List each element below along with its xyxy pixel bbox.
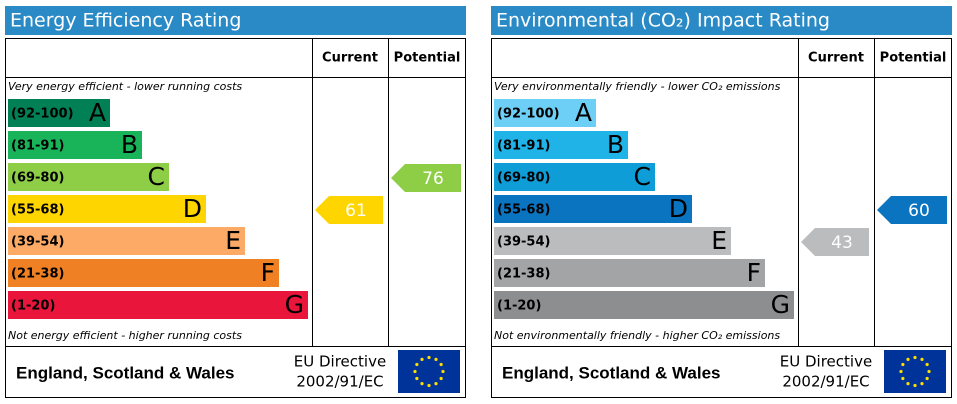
- bottom-note: Not environmentally friendly - higher CO…: [494, 329, 780, 342]
- band-letter: E: [225, 226, 241, 255]
- rating-band: [494, 291, 794, 319]
- eu-star: [420, 357, 424, 361]
- eu-star: [925, 362, 929, 367]
- column-header: Potential: [880, 51, 947, 66]
- band-range: (39-54): [11, 235, 64, 250]
- column-header: Current: [322, 51, 378, 66]
- rating-arrow: [877, 196, 947, 224]
- panel-title: Environmental (CO₂) Impact Rating: [496, 10, 830, 32]
- eu-star: [413, 369, 417, 374]
- eu-star: [899, 369, 903, 374]
- band-letter: B: [121, 130, 138, 159]
- footer-directive: 2002/91/EC: [296, 373, 383, 391]
- band-letter: D: [183, 194, 202, 223]
- eu-star: [434, 382, 438, 386]
- column-header: Current: [808, 51, 864, 66]
- eu-star: [439, 376, 443, 381]
- band-range: (81-91): [11, 139, 64, 154]
- band-range: (1-20): [11, 299, 55, 314]
- band-letter: G: [285, 290, 304, 319]
- title-bar: [491, 6, 952, 35]
- rating-value: 60: [908, 201, 930, 221]
- band-letter: F: [747, 258, 761, 287]
- rating-band: [8, 195, 206, 223]
- eu-star: [913, 383, 917, 388]
- band-range: (69-80): [11, 171, 64, 186]
- rating-value: 61: [345, 201, 367, 221]
- band-range: (92-100): [497, 107, 560, 122]
- top-note: Very energy efficient - lower running co…: [8, 80, 242, 93]
- eu-star: [420, 382, 424, 386]
- rating-arrow: [801, 228, 869, 256]
- band-range: (21-38): [11, 267, 64, 282]
- footer-region: England, Scotland & Wales: [502, 363, 721, 382]
- rating-value: 43: [831, 233, 853, 253]
- eu-star: [415, 362, 419, 367]
- rating-band: [494, 131, 628, 159]
- eu-star: [906, 382, 910, 386]
- eu-star: [901, 376, 905, 381]
- eu-star: [427, 383, 431, 388]
- column-header: Potential: [394, 51, 461, 66]
- rating-value: 76: [422, 169, 444, 189]
- band-letter: E: [711, 226, 727, 255]
- rating-band: [8, 131, 142, 159]
- eu-star: [906, 357, 910, 361]
- rating-band: [8, 227, 245, 255]
- eu-star: [441, 369, 445, 374]
- band-letter: C: [148, 162, 165, 191]
- panel-title: Energy Efficiency Rating: [10, 10, 241, 32]
- band-letter: G: [771, 290, 790, 319]
- bottom-note: Not energy efficient - higher running co…: [8, 329, 242, 342]
- rating-band: [494, 163, 655, 191]
- rating-band: [494, 227, 731, 255]
- rating-band: [8, 163, 169, 191]
- band-range: (21-38): [497, 267, 550, 282]
- band-range: (69-80): [497, 171, 550, 186]
- band-letter: F: [261, 258, 275, 287]
- band-range: (39-54): [497, 235, 550, 250]
- panel-frame: [491, 38, 952, 398]
- eu-star: [920, 382, 924, 386]
- eu-star: [925, 376, 929, 381]
- band-range: (55-68): [11, 203, 64, 218]
- eu-star: [920, 357, 924, 361]
- band-letter: D: [669, 194, 688, 223]
- footer-directive: EU Directive: [780, 353, 872, 371]
- eu-star: [434, 357, 438, 361]
- rating-band: [8, 259, 279, 287]
- band-letter: A: [89, 98, 106, 127]
- eu-star: [927, 369, 931, 374]
- panel-frame: [5, 38, 466, 398]
- rating-arrow: [315, 196, 383, 224]
- footer-directive: 2002/91/EC: [782, 373, 869, 391]
- rating-band: [8, 291, 308, 319]
- top-note: Very environmentally friendly - lower CO…: [494, 80, 781, 93]
- band-letter: A: [575, 98, 592, 127]
- eu-star: [913, 355, 917, 360]
- title-bar: [5, 6, 466, 35]
- band-letter: B: [607, 130, 624, 159]
- eu-star: [901, 362, 905, 367]
- eu-star: [415, 376, 419, 381]
- band-letter: C: [634, 162, 651, 191]
- band-range: (81-91): [497, 139, 550, 154]
- band-range: (92-100): [11, 107, 74, 122]
- rating-band: [494, 99, 596, 127]
- eu-star: [427, 355, 431, 360]
- footer-region: England, Scotland & Wales: [16, 363, 235, 382]
- eu-star: [439, 362, 443, 367]
- rating-band: [494, 259, 765, 287]
- band-range: (1-20): [497, 299, 541, 314]
- rating-band: [8, 99, 110, 127]
- rating-arrow: [391, 164, 461, 192]
- rating-band: [494, 195, 692, 223]
- footer-directive: EU Directive: [294, 353, 386, 371]
- band-range: (55-68): [497, 203, 550, 218]
